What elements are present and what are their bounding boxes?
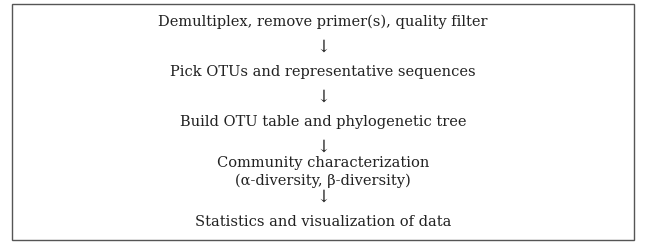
FancyBboxPatch shape xyxy=(12,4,634,240)
Text: Community characterization
(α-diversity, β-diversity): Community characterization (α-diversity,… xyxy=(217,155,429,189)
Text: ↓: ↓ xyxy=(316,189,330,205)
Text: Pick OTUs and representative sequences: Pick OTUs and representative sequences xyxy=(170,65,476,79)
Text: Statistics and visualization of data: Statistics and visualization of data xyxy=(195,215,451,229)
Text: ↓: ↓ xyxy=(316,39,330,55)
Text: Build OTU table and phylogenetic tree: Build OTU table and phylogenetic tree xyxy=(180,115,466,129)
Text: ↓: ↓ xyxy=(316,89,330,105)
Text: ↓: ↓ xyxy=(316,139,330,155)
Text: Demultiplex, remove primer(s), quality filter: Demultiplex, remove primer(s), quality f… xyxy=(158,15,488,29)
